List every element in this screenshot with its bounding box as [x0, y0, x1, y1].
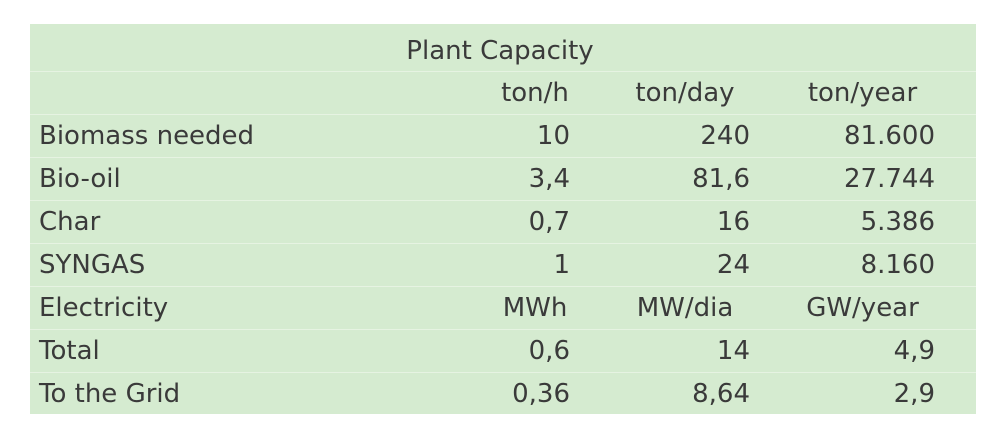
value-mwh: 0,36	[512, 379, 570, 409]
row-label: To the Grid	[39, 379, 181, 409]
value-ton-h: 1	[553, 250, 570, 280]
row-label: SYNGAS	[39, 250, 146, 280]
value-gw-year: 2,9	[893, 379, 935, 409]
unit-header-ton-day: ton/day	[635, 78, 735, 108]
value-ton-h: 10	[536, 121, 570, 151]
unit-header-gw-year: GW/year	[806, 293, 919, 323]
value-ton-day: 240	[700, 121, 750, 151]
value-ton-year: 5.386	[860, 207, 935, 237]
unit-header-ton-h: ton/h	[501, 78, 569, 108]
electricity-units-row: Electricity MWh MW/dia GW/year	[30, 286, 976, 330]
row-label: Bio-oil	[39, 164, 121, 194]
unit-header-ton-year: ton/year	[807, 78, 918, 108]
value-ton-year: 27.744	[844, 164, 935, 194]
unit-header-mwh: MWh	[502, 293, 568, 323]
value-ton-h: 0,7	[528, 207, 570, 237]
plant-capacity-table: Plant Capacity ton/h ton/day ton/year Bi…	[30, 24, 976, 414]
row-label: Biomass needed	[39, 121, 255, 151]
table-row: Total 0,6 14 4,9	[30, 329, 976, 373]
value-ton-day: 16	[716, 207, 750, 237]
table-row: Bio-oil 3,4 81,6 27.744	[30, 157, 976, 201]
table-row: Char 0,7 16 5.386	[30, 200, 976, 244]
value-ton-year: 81.600	[844, 121, 935, 151]
title-row: Plant Capacity	[30, 28, 976, 71]
value-mw-dia: 14	[716, 336, 750, 366]
row-label: Total	[39, 336, 100, 366]
table-row: Biomass needed 10 240 81.600	[30, 114, 976, 158]
value-ton-year: 8.160	[860, 250, 935, 280]
value-mw-dia: 8,64	[692, 379, 750, 409]
table-row: SYNGAS 1 24 8.160	[30, 243, 976, 287]
units-header-row: ton/h ton/day ton/year	[30, 71, 976, 115]
value-ton-day: 24	[716, 250, 750, 280]
value-mwh: 0,6	[528, 336, 570, 366]
table-row: To the Grid 0,36 8,64 2,9	[30, 372, 976, 416]
value-ton-day: 81,6	[692, 164, 750, 194]
value-gw-year: 4,9	[893, 336, 935, 366]
row-label: Char	[39, 207, 101, 237]
value-ton-h: 3,4	[528, 164, 570, 194]
table-title: Plant Capacity	[406, 36, 594, 66]
electricity-label: Electricity	[39, 293, 169, 323]
unit-header-mw-dia: MW/dia	[636, 293, 734, 323]
